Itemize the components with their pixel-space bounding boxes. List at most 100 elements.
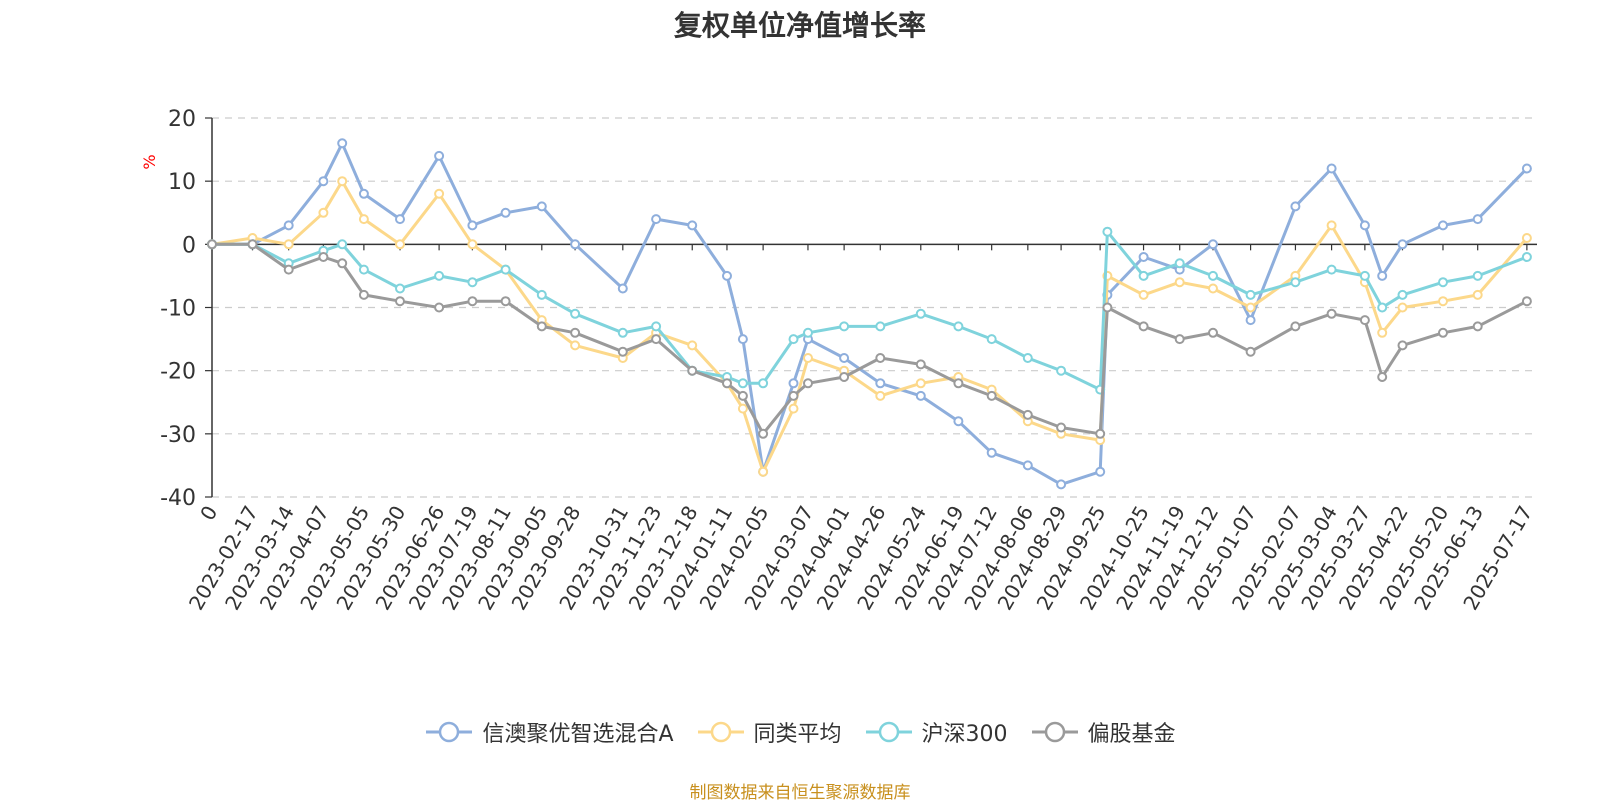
data-point xyxy=(395,214,405,225)
legend-label: 沪深300 xyxy=(921,722,1008,747)
data-point xyxy=(395,296,405,307)
data-point xyxy=(1377,327,1388,338)
data-point xyxy=(467,277,478,288)
data-point xyxy=(1138,289,1149,300)
data-point xyxy=(803,378,813,389)
data-point xyxy=(337,176,348,187)
data-point xyxy=(536,289,547,300)
data-point xyxy=(839,353,850,363)
data-point xyxy=(1438,296,1448,307)
grid-lines xyxy=(212,117,1537,498)
data-point xyxy=(1245,346,1256,357)
data-point xyxy=(1326,308,1337,319)
data-point xyxy=(1472,289,1483,300)
data-point xyxy=(207,239,217,250)
data-point xyxy=(337,258,348,269)
data-point xyxy=(1245,289,1256,300)
y-tick-label: 20 xyxy=(168,107,196,132)
data-point xyxy=(570,327,581,338)
data-point xyxy=(1022,460,1033,471)
data-point xyxy=(986,334,997,345)
y-tick-label: -40 xyxy=(160,486,196,511)
y-tick-label: -10 xyxy=(160,297,196,322)
data-point xyxy=(536,201,547,212)
data-point xyxy=(1397,289,1408,300)
data-point xyxy=(803,353,813,363)
data-point xyxy=(953,416,964,427)
data-point xyxy=(1208,327,1218,338)
data-point xyxy=(1056,365,1067,376)
data-point xyxy=(1208,283,1218,294)
data-point xyxy=(467,296,478,307)
data-point xyxy=(500,264,511,275)
data-point xyxy=(1521,252,1532,262)
data-point xyxy=(318,207,329,218)
data-point xyxy=(395,239,405,250)
data-point xyxy=(1521,233,1532,243)
legend-label: 同类平均 xyxy=(753,722,842,747)
data-point xyxy=(617,346,628,357)
data-point xyxy=(1208,270,1218,281)
data-point xyxy=(915,359,926,370)
legend-item[interactable]: 偏股基金 xyxy=(1030,716,1176,748)
data-point xyxy=(570,239,581,250)
data-point xyxy=(283,239,294,250)
data-point xyxy=(1174,334,1185,345)
data-point xyxy=(1138,252,1149,262)
y-axis-label: % xyxy=(140,154,159,169)
data-point xyxy=(953,321,964,332)
data-point xyxy=(875,321,886,332)
data-point xyxy=(467,220,478,231)
legend-item[interactable]: 沪深300 xyxy=(864,716,1008,748)
data-point xyxy=(1174,258,1185,269)
data-point xyxy=(875,353,886,363)
data-point xyxy=(839,372,850,382)
data-point xyxy=(1377,302,1388,313)
data-point xyxy=(915,390,926,401)
data-point xyxy=(358,289,369,300)
data-point xyxy=(1438,220,1448,231)
data-point xyxy=(986,447,997,458)
data-point xyxy=(1138,321,1149,332)
data-point xyxy=(915,308,926,319)
data-point xyxy=(318,176,329,187)
data-point xyxy=(1056,422,1067,433)
legend-label: 偏股基金 xyxy=(1087,722,1176,747)
legend-item[interactable]: 同类平均 xyxy=(696,716,842,748)
data-point xyxy=(395,283,405,294)
data-point xyxy=(283,264,294,275)
legend-item[interactable]: 信澳聚优智选混合A xyxy=(424,716,674,748)
data-point xyxy=(839,321,850,332)
data-point xyxy=(687,365,698,376)
data-point xyxy=(358,264,369,275)
data-point xyxy=(1377,372,1388,382)
data-point xyxy=(1472,214,1483,225)
legend: 信澳聚优智选混合A 同类平均 沪深300 偏股基金 xyxy=(0,716,1600,748)
data-point xyxy=(1359,220,1370,231)
data-point xyxy=(358,214,369,225)
data-point xyxy=(788,390,799,401)
data-point xyxy=(1359,270,1370,281)
data-point xyxy=(434,270,445,281)
chart-title: 复权单位净值增长率 xyxy=(673,9,926,42)
data-point xyxy=(788,334,799,345)
legend-label: 信澳聚优智选混合A xyxy=(482,722,674,747)
data-point xyxy=(434,302,445,313)
data-point xyxy=(651,214,662,225)
data-point xyxy=(500,296,511,307)
data-point xyxy=(617,283,628,294)
data-point xyxy=(570,308,581,319)
data-point xyxy=(358,188,369,199)
data-point xyxy=(1326,220,1337,231)
data-point xyxy=(758,466,769,477)
data-point xyxy=(737,403,748,414)
data-point xyxy=(1290,201,1301,212)
data-point xyxy=(687,340,698,351)
data-point xyxy=(737,390,748,401)
data-point xyxy=(1377,270,1388,281)
data-point xyxy=(687,220,698,231)
data-point xyxy=(1174,277,1185,288)
data-point xyxy=(1521,296,1532,307)
data-point xyxy=(1138,270,1149,281)
